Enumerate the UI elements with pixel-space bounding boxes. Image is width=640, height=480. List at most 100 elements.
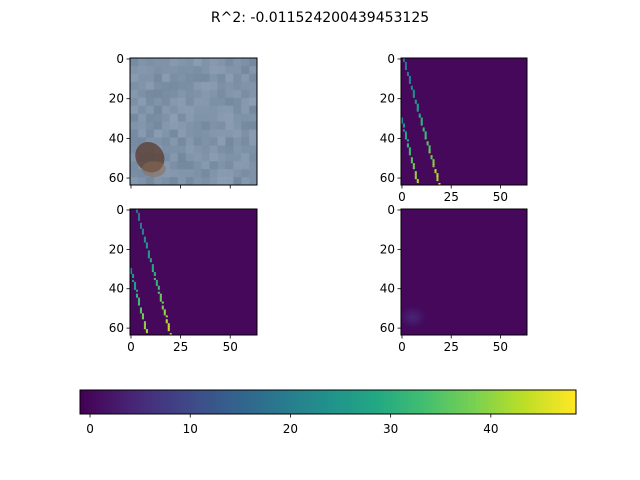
map-pixel	[412, 93, 415, 96]
map-pixel	[141, 228, 144, 231]
colorbar-segment	[500, 390, 505, 414]
colorbar-segment	[284, 390, 289, 414]
map-pixel	[436, 177, 439, 180]
map-pixel	[167, 329, 170, 332]
colorbar-segment	[212, 390, 217, 414]
map-pixel	[159, 293, 162, 296]
map-pixel	[133, 287, 137, 290]
map-pixel	[432, 161, 435, 164]
colorbar-tick-label: 10	[183, 422, 198, 436]
map-pixel	[143, 236, 146, 239]
map-pixel	[406, 71, 409, 74]
panel-image-map-c	[401, 209, 527, 335]
colorbar-segment	[272, 390, 277, 414]
map-pixel	[432, 163, 435, 166]
colorbar-segment	[260, 390, 265, 414]
map-pixel	[406, 145, 409, 148]
map-pixel	[428, 145, 431, 148]
map-pixel	[438, 183, 441, 185]
map-pixel	[412, 95, 415, 98]
map-pixel	[135, 293, 139, 296]
map-pixel	[420, 117, 423, 120]
map-pixel	[135, 210, 139, 214]
colorbar-segment	[556, 390, 561, 414]
map-pixel	[408, 81, 411, 84]
map-pixel	[430, 157, 433, 160]
y-tick-label: 40	[109, 282, 124, 296]
map-pixel	[404, 65, 408, 69]
colorbar-segment	[196, 390, 201, 414]
map-pixel	[402, 123, 406, 126]
colorbar-segment	[288, 390, 293, 414]
colorbar-segment	[300, 390, 305, 414]
y-tick-label: 20	[380, 242, 395, 256]
map-pixel	[133, 285, 137, 288]
map-pixel	[408, 153, 411, 156]
map-pixel	[404, 133, 408, 136]
map-pixel	[141, 230, 144, 233]
map-pixel	[151, 264, 154, 267]
colorbar-segment	[364, 390, 369, 414]
map-pixel	[412, 165, 415, 168]
colorbar-segment	[396, 390, 401, 414]
map-pixel	[153, 272, 156, 275]
map-pixel	[420, 119, 423, 122]
map-pixel	[157, 291, 160, 294]
y-tick-label: 40	[380, 131, 395, 145]
colorbar-segment	[420, 390, 425, 414]
colorbar-segment	[568, 390, 573, 414]
map-pixel	[137, 218, 141, 221]
map-pixel	[139, 307, 143, 310]
y-tick-label: 60	[109, 171, 124, 185]
map-pixel	[416, 181, 419, 184]
colorbar-segment	[192, 390, 197, 414]
map-pixel	[147, 250, 150, 253]
colorbar-segment	[504, 390, 509, 414]
y-tick-label: 60	[380, 171, 395, 185]
map-pixel	[143, 327, 146, 330]
colorbar-segment	[124, 390, 129, 414]
colorbar-segment	[336, 390, 341, 414]
colorbar-segment	[376, 390, 381, 414]
map-pixel	[137, 299, 141, 302]
map-pixel	[131, 279, 135, 282]
map-pixel	[404, 67, 408, 71]
x-tick-label: 0	[398, 340, 406, 354]
map-pixel	[402, 59, 406, 63]
colorbar-segment	[360, 390, 365, 414]
map-pixel	[428, 151, 431, 154]
panel-image-map-a	[401, 58, 527, 185]
colorbar-segment	[512, 390, 517, 414]
map-pixel	[167, 327, 170, 330]
colorbar-segment	[352, 390, 357, 414]
map-pixel	[143, 323, 146, 326]
panel-frame	[400, 57, 528, 186]
colorbar-segment	[560, 390, 565, 414]
x-tick-label: 0	[398, 190, 406, 204]
map-pixel	[153, 273, 156, 277]
colorbar-segment	[220, 390, 225, 414]
blob-level	[410, 315, 416, 320]
map-pixel	[426, 143, 429, 146]
map-pixel	[410, 85, 413, 88]
map-pixel	[408, 79, 411, 82]
map-pixel	[163, 311, 166, 314]
colorbar-segment	[176, 390, 181, 414]
colorbar-segment	[404, 390, 409, 414]
colorbar: 0 10 20 30 40	[79, 389, 577, 436]
colorbar-segment	[532, 390, 537, 414]
colorbar-segment	[484, 390, 489, 414]
colorbar-segment	[468, 390, 473, 414]
map-pixel	[401, 119, 404, 122]
colorbar-segment	[104, 390, 109, 414]
y-tick-label: 0	[116, 52, 124, 66]
colorbar-segment	[224, 390, 229, 414]
map-pixel	[410, 161, 413, 164]
map-pixel	[410, 157, 413, 160]
colorbar-segment	[248, 390, 253, 414]
map-pixel	[404, 135, 408, 138]
colorbar-tick-label: 0	[86, 422, 94, 436]
map-pixel	[130, 270, 133, 273]
colorbar-segment	[416, 390, 421, 414]
